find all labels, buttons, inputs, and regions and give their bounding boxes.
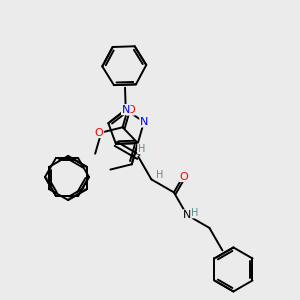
Text: N: N: [140, 117, 148, 127]
Text: N: N: [122, 105, 130, 115]
Text: N: N: [183, 210, 191, 220]
Text: H: H: [156, 170, 163, 180]
Text: O: O: [126, 105, 135, 115]
Text: O: O: [95, 128, 103, 138]
Text: O: O: [179, 172, 188, 182]
Text: H: H: [191, 208, 199, 218]
Text: H: H: [138, 144, 145, 154]
